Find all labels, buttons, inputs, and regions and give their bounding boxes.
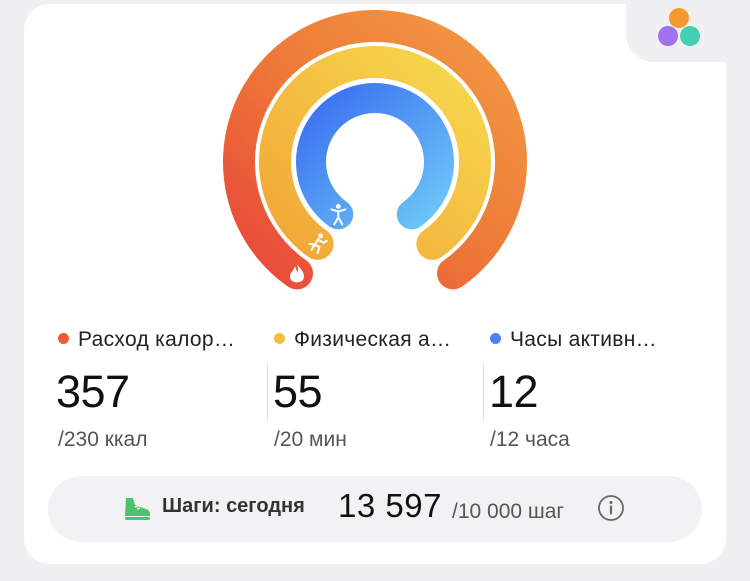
activity-label: Физическая а… (294, 328, 452, 351)
metric-label-activity[interactable]: Физическая а… (274, 328, 482, 352)
calories-ring[interactable] (223, 10, 527, 290)
app-logo-icon[interactable] (654, 6, 704, 50)
hours-label: Часы активн… (510, 328, 657, 351)
divider (267, 364, 268, 420)
divider (483, 364, 484, 420)
activity-value: 55 (273, 366, 323, 417)
calories-value: 357 (56, 366, 130, 417)
hours-value: 12 (489, 366, 539, 417)
standing-person-icon (330, 204, 347, 226)
calories-label: Расход калор… (78, 328, 236, 351)
info-icon[interactable] (597, 494, 625, 522)
steps-label: Шаги: сегодня (162, 495, 305, 517)
metric-label-calories[interactable]: Расход калор… (58, 328, 266, 352)
steps-summary[interactable] (48, 476, 702, 542)
hours-ring[interactable] (296, 83, 454, 230)
calories-goal: /230 ккал (58, 428, 148, 451)
flame-icon (290, 264, 304, 283)
activity-goal: /20 мин (274, 428, 347, 451)
hours-dot (490, 333, 501, 344)
running-person-icon (308, 233, 328, 254)
activity-dot (274, 333, 285, 344)
calories-dot (58, 333, 69, 344)
steps-goal: /10 000 шаг (452, 500, 565, 523)
metric-label-hours[interactable]: Часы активн… (490, 328, 690, 352)
hours-goal: /12 часа (490, 428, 570, 451)
steps-value: 13 597 (338, 487, 442, 524)
sneaker-icon (125, 498, 150, 520)
activity-ring[interactable] (259, 46, 491, 260)
